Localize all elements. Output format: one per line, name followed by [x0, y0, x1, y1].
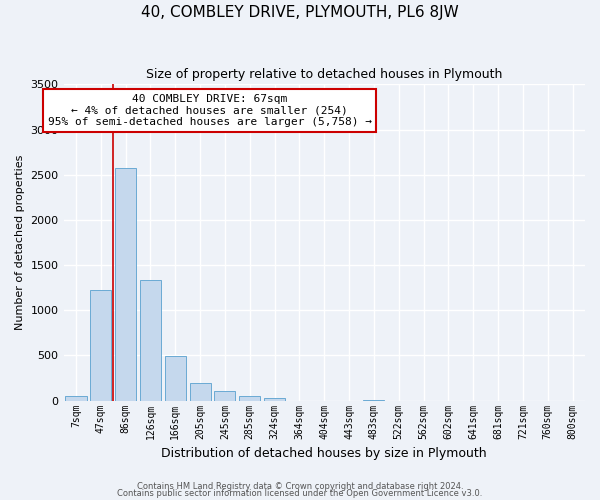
Bar — [190, 382, 211, 400]
Text: Contains HM Land Registry data © Crown copyright and database right 2024.: Contains HM Land Registry data © Crown c… — [137, 482, 463, 491]
Bar — [165, 356, 186, 401]
Y-axis label: Number of detached properties: Number of detached properties — [15, 155, 25, 330]
Bar — [115, 168, 136, 400]
Text: 40, COMBLEY DRIVE, PLYMOUTH, PL6 8JW: 40, COMBLEY DRIVE, PLYMOUTH, PL6 8JW — [141, 5, 459, 20]
Bar — [214, 390, 235, 400]
Bar — [65, 396, 86, 400]
X-axis label: Distribution of detached houses by size in Plymouth: Distribution of detached houses by size … — [161, 447, 487, 460]
Title: Size of property relative to detached houses in Plymouth: Size of property relative to detached ho… — [146, 68, 502, 80]
Bar — [239, 396, 260, 400]
Bar — [264, 398, 285, 400]
Text: 40 COMBLEY DRIVE: 67sqm
← 4% of detached houses are smaller (254)
95% of semi-de: 40 COMBLEY DRIVE: 67sqm ← 4% of detached… — [47, 94, 371, 127]
Bar — [140, 280, 161, 400]
Text: Contains public sector information licensed under the Open Government Licence v3: Contains public sector information licen… — [118, 489, 482, 498]
Bar — [90, 290, 112, 401]
